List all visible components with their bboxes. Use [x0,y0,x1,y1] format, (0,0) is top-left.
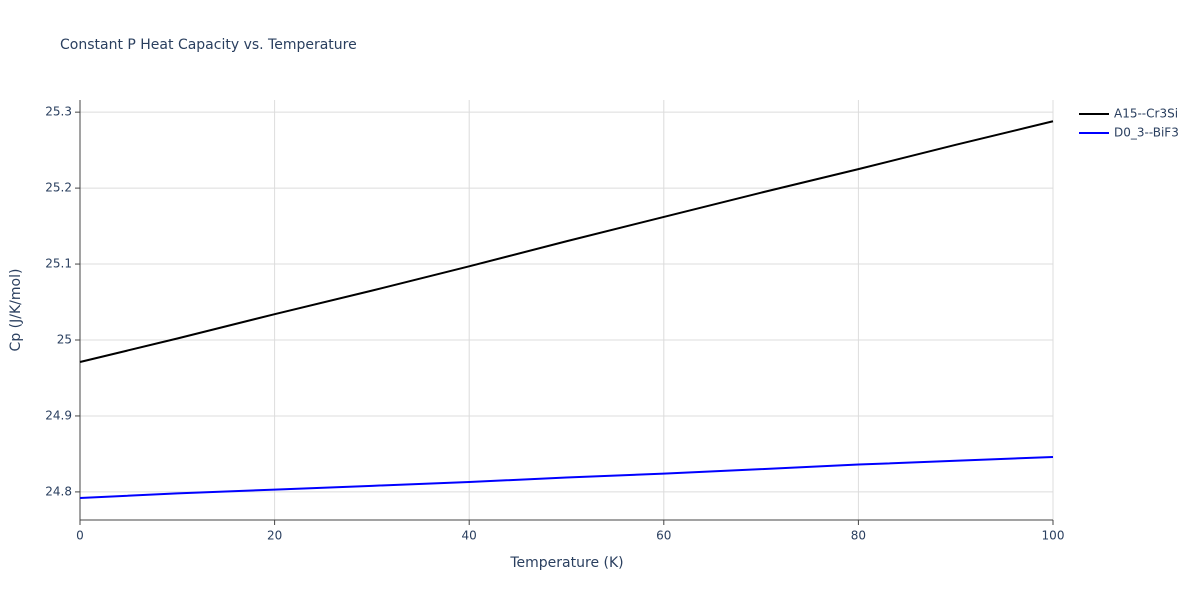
legend-label: D0_3--BiF3 [1114,126,1179,140]
y-tick-label: 24.8 [45,484,72,498]
y-tick-label: 24.9 [45,408,72,422]
x-tick-label: 20 [267,529,282,543]
y-tick-label: 25.2 [45,181,72,195]
x-tick-label: 100 [1042,529,1065,543]
line-series [79,455,1054,499]
y-tick-label: 25.1 [45,257,72,271]
x-tick-label: 40 [462,529,477,543]
x-tick-label: 60 [656,529,671,543]
x-axis-label: Temperature (K) [509,555,623,571]
line-series [79,120,1054,363]
y-tick-label: 25 [57,333,72,347]
legend-label: A15--Cr3Si [1114,107,1178,121]
y-tick-label: 25.3 [45,105,72,119]
y-axis-label: Cp (J/K/mol) [8,269,24,352]
chart-title: Constant P Heat Capacity vs. Temperature [60,37,357,53]
x-tick-label: 80 [851,529,866,543]
x-tick-label: 0 [76,529,84,543]
